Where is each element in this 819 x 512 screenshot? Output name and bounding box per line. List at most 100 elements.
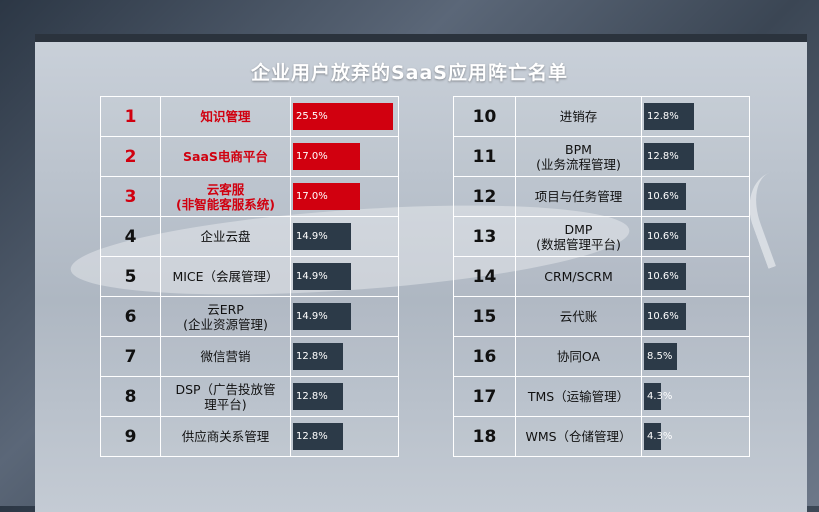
table-row: 10 进销存 12.8% [453,96,750,137]
app-name: 协同OA [515,336,642,377]
bar-cell: 4.3% [641,376,750,417]
table-row: 16 协同OA 8.5% [453,336,750,377]
value-label: 17.0% [296,191,328,202]
app-name: DSP（广告投放管 理平台) [160,376,291,417]
table-row: 4 企业云盘 14.9% [100,216,399,257]
rank-number: 7 [100,336,161,377]
value-bar: 10.6% [644,303,686,330]
value-label: 8.5% [647,351,673,362]
bar-cell: 4.3% [641,416,750,457]
value-label: 10.6% [647,231,679,242]
value-bar: 10.6% [644,223,686,250]
value-label: 12.8% [296,431,328,442]
value-label: 4.3% [647,391,673,402]
value-label: 17.0% [296,151,328,162]
app-name: 进销存 [515,96,642,137]
table-row: 5 MICE（会展管理） 14.9% [100,256,399,297]
app-name: CRM/SCRM [515,256,642,297]
chart-title: 企业用户放弃的SaaS应用阵亡名单 [250,62,568,84]
app-name: DMP (数据管理平台) [515,216,642,257]
rank-number: 5 [100,256,161,297]
table-row: 3 云客服 (非智能客服系统) 17.0% [100,176,399,217]
rank-number: 17 [453,376,516,417]
table-row: 9 供应商关系管理 12.8% [100,416,399,457]
rank-number: 9 [100,416,161,457]
value-label: 14.9% [296,271,328,282]
rank-number: 2 [100,136,161,177]
app-name: 知识管理 [160,96,291,137]
value-bar: 4.3% [644,423,672,450]
rank-number: 12 [453,176,516,217]
app-name: 云客服 (非智能客服系统) [160,176,291,217]
value-label: 12.8% [296,391,328,402]
app-name: TMS（运输管理） [515,376,642,417]
value-bar: 25.5% [293,103,393,130]
value-bar: 4.3% [644,383,672,410]
value-label: 25.5% [296,111,328,122]
table-row: 2 SaaS电商平台 17.0% [100,136,399,177]
value-label: 12.8% [647,111,679,122]
bar-cell: 14.9% [290,256,399,297]
bar-cell: 10.6% [641,256,750,297]
value-bar: 10.6% [644,263,686,290]
table-row: 1 知识管理 25.5% [100,96,399,137]
rank-number: 3 [100,176,161,217]
app-name: WMS（仓储管理） [515,416,642,457]
bar-cell: 10.6% [641,216,750,257]
app-name: 云ERP (企业资源管理) [160,296,291,337]
bar-cell: 12.8% [290,336,399,377]
table-row: 12 项目与任务管理 10.6% [453,176,750,217]
bar-cell: 10.6% [641,176,750,217]
value-bar: 12.8% [644,103,694,130]
value-label: 14.9% [296,311,328,322]
value-label: 10.6% [647,271,679,282]
bar-cell: 8.5% [641,336,750,377]
app-name: MICE（会展管理） [160,256,291,297]
value-bar: 8.5% [644,343,677,370]
rank-number: 13 [453,216,516,257]
value-bar: 10.6% [644,183,686,210]
rank-number: 16 [453,336,516,377]
table-row: 11 BPM (业务流程管理) 12.8% [453,136,750,177]
table-row: 13 DMP (数据管理平台) 10.6% [453,216,750,257]
bar-cell: 12.8% [641,136,750,177]
rank-number: 15 [453,296,516,337]
table-row: 6 云ERP (企业资源管理) 14.9% [100,296,399,337]
value-bar: 14.9% [293,303,351,330]
value-label: 10.6% [647,311,679,322]
table-row: 17 TMS（运输管理） 4.3% [453,376,750,417]
rank-number: 4 [100,216,161,257]
bar-cell: 12.8% [290,416,399,457]
ranking-table-left: 1 知识管理 25.5% 2 SaaS电商平台 17.0% 3 云客服 (非智能客服系统) 17.… [100,96,399,457]
value-bar: 12.8% [293,423,343,450]
bar-cell: 25.5% [290,96,399,137]
value-label: 12.8% [296,351,328,362]
value-bar: 12.8% [293,343,343,370]
value-bar: 17.0% [293,143,360,170]
table-row: 7 微信营销 12.8% [100,336,399,377]
app-name: 项目与任务管理 [515,176,642,217]
table-row: 8 DSP（广告投放管 理平台) 12.8% [100,376,399,417]
ranking-table-right: 10 进销存 12.8% 11 BPM (业务流程管理) 12.8% 12 项目与任务管理 10.… [453,96,750,457]
value-bar: 17.0% [293,183,360,210]
app-name: 微信营销 [160,336,291,377]
rank-number: 10 [453,96,516,137]
app-name: 云代账 [515,296,642,337]
app-name: 企业云盘 [160,216,291,257]
value-label: 14.9% [296,231,328,242]
rank-number: 1 [100,96,161,137]
rank-number: 14 [453,256,516,297]
bar-cell: 12.8% [290,376,399,417]
bar-cell: 17.0% [290,176,399,217]
bar-cell: 17.0% [290,136,399,177]
table-row: 14 CRM/SCRM 10.6% [453,256,750,297]
table-row: 18 WMS（仓储管理） 4.3% [453,416,750,457]
value-bar: 14.9% [293,263,351,290]
value-bar: 14.9% [293,223,351,250]
value-bar: 12.8% [644,143,694,170]
rank-number: 6 [100,296,161,337]
bar-cell: 14.9% [290,216,399,257]
bar-cell: 14.9% [290,296,399,337]
value-label: 4.3% [647,431,673,442]
bar-cell: 10.6% [641,296,750,337]
